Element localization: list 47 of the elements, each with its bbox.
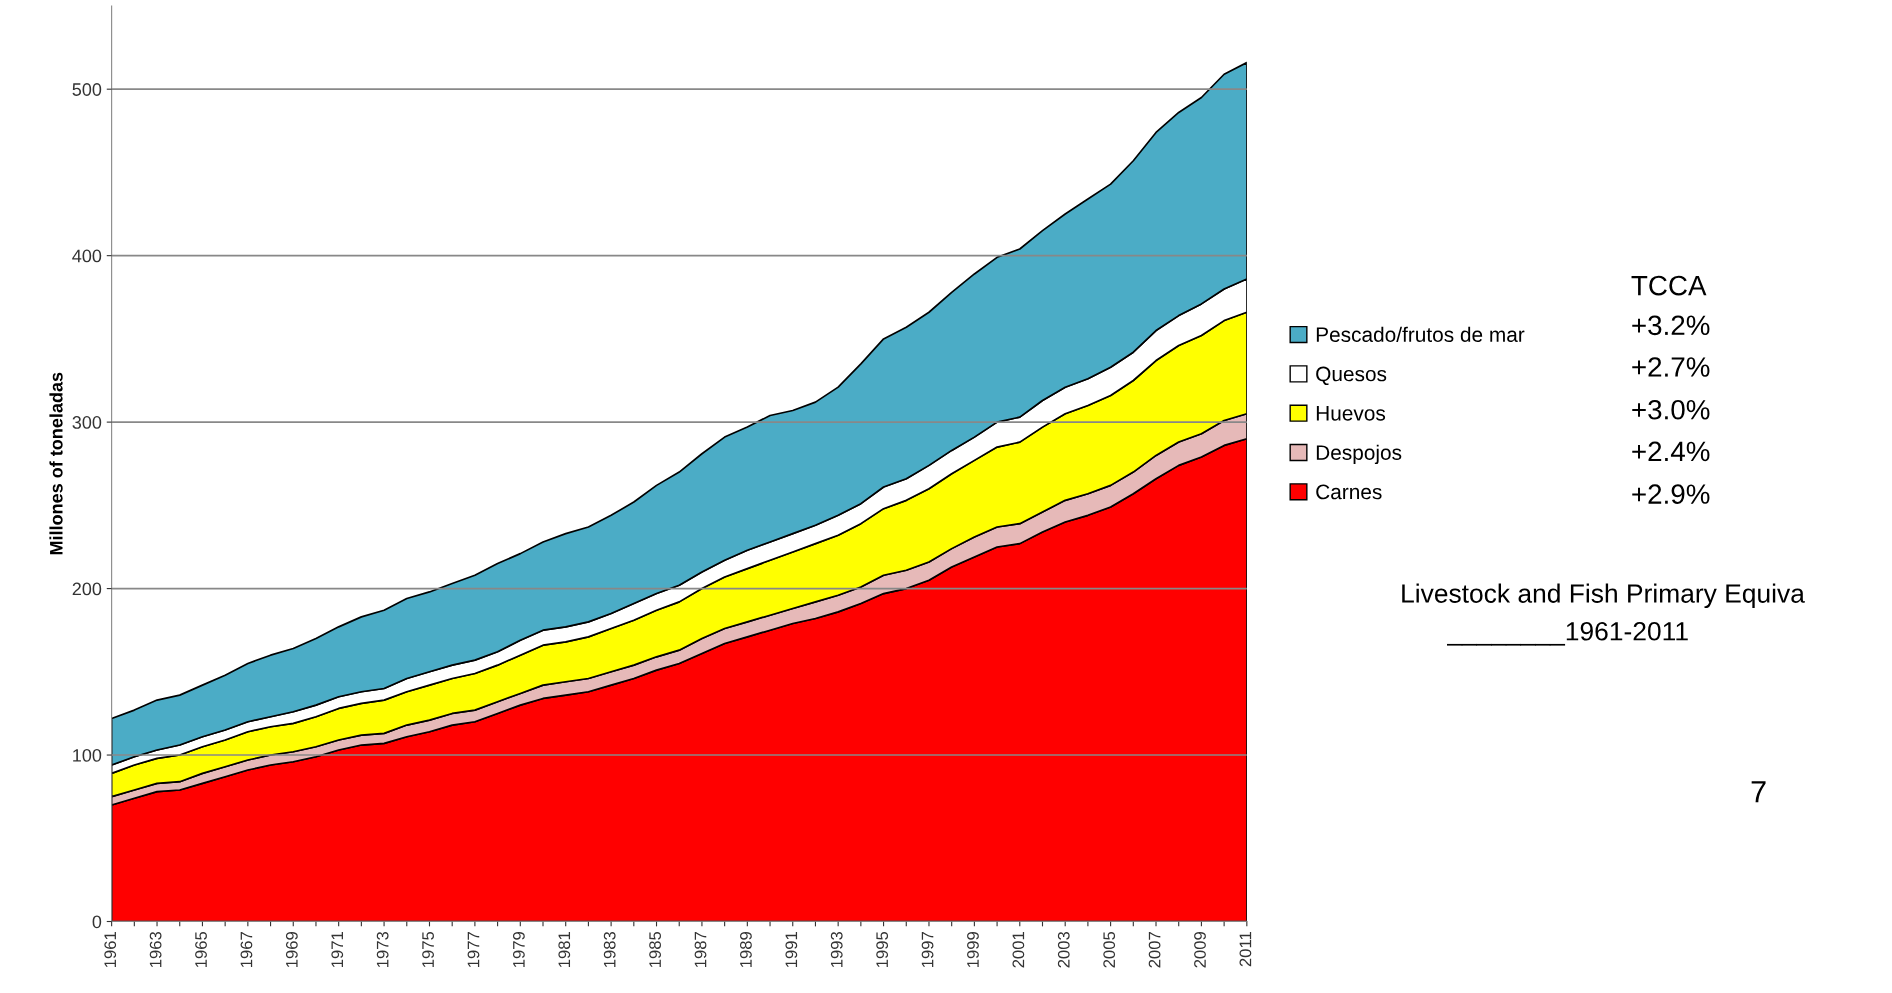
x-tick-label: 1989 (740, 932, 752, 968)
x-tick-label: 2007 (1148, 932, 1161, 968)
text: +3.0% (1632, 399, 1710, 420)
x-tick-label: 1979 (512, 932, 525, 968)
x-tick-label: 1961 (104, 932, 117, 968)
x-tick-label: 1977 (467, 932, 480, 968)
legend-label: Despojos (1316, 444, 1402, 465)
x-tick-label: 2009 (1194, 932, 1206, 968)
text: Livestock and Fish Primary Equiva (1402, 583, 1805, 609)
x-tick-label: 1965 (195, 931, 207, 968)
x-tick-label: 2001 (1012, 932, 1025, 968)
text: +2.7% (1632, 357, 1710, 377)
x-tick-label: 1997 (921, 932, 934, 968)
text: ________1961-2011 (1446, 621, 1688, 646)
x-tick-label: 1991 (785, 932, 798, 968)
y-axis-title: Millones of toneladas (49, 372, 63, 555)
x-tick-label: 1985 (649, 931, 661, 968)
x-tick-label: 1995 (876, 931, 889, 968)
x-tick-label: 1963 (149, 931, 162, 968)
legend-label: Huevos (1316, 406, 1386, 421)
x-tick-label: 2011 (1239, 932, 1252, 967)
x-tick-label: 1971 (331, 932, 344, 968)
legend-label: Carnes (1316, 484, 1382, 500)
x-tick-label: 1967 (240, 932, 253, 968)
text: 7 (1751, 781, 1766, 803)
y-tick-label: 100 (73, 748, 102, 762)
x-tick-label: 1975 (422, 931, 434, 968)
y-tick-label: 0 (92, 915, 102, 929)
x-tick-label: 1969 (285, 932, 298, 968)
legend-label: Pescado/frutos de mar (1316, 326, 1525, 342)
x-tick-label: 1983 (603, 931, 616, 968)
legend-label: Quesos (1316, 366, 1387, 386)
y-tick-label: 400 (72, 249, 102, 263)
y-tick-label: 300 (72, 416, 102, 429)
text: TCCA (1631, 275, 1707, 296)
x-tick-label: 1993 (830, 931, 843, 968)
x-tick-label: 1981 (558, 932, 571, 968)
x-tick-label: 2003 (1057, 931, 1070, 968)
text: +3.2% (1632, 315, 1710, 336)
x-tick-label: 1973 (376, 931, 389, 968)
text: +2.9% (1632, 484, 1710, 504)
y-tick-label: 200 (72, 582, 102, 596)
x-tick-label: 1987 (694, 932, 707, 968)
x-tick-label: 2005 (1103, 931, 1116, 968)
y-tick-label: 500 (72, 83, 102, 96)
text: +2.4% (1632, 441, 1710, 462)
x-tick-label: 1999 (967, 932, 979, 968)
